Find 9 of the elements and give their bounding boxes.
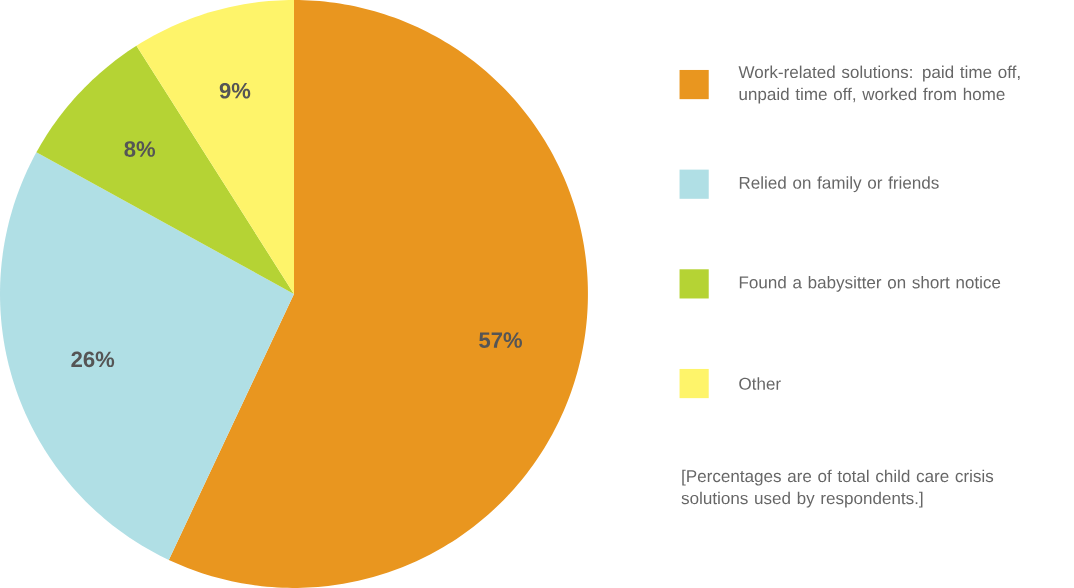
legend-label: Found a babysitter on short notice <box>739 275 1001 292</box>
data-label: 9% <box>219 82 251 99</box>
data-label: 8% <box>124 141 156 157</box>
text: [Percentages are of total child care crisis solutions used by respondents.] <box>681 469 994 508</box>
data-label: 57% <box>479 332 523 348</box>
legend-label: Other <box>739 377 781 390</box>
legend-label: Relied on family or friends <box>739 176 939 193</box>
legend-label: Work-related solutions: paid time off, unpaid time off, worked from home <box>738 65 1020 104</box>
data-label: 26% <box>71 351 115 368</box>
